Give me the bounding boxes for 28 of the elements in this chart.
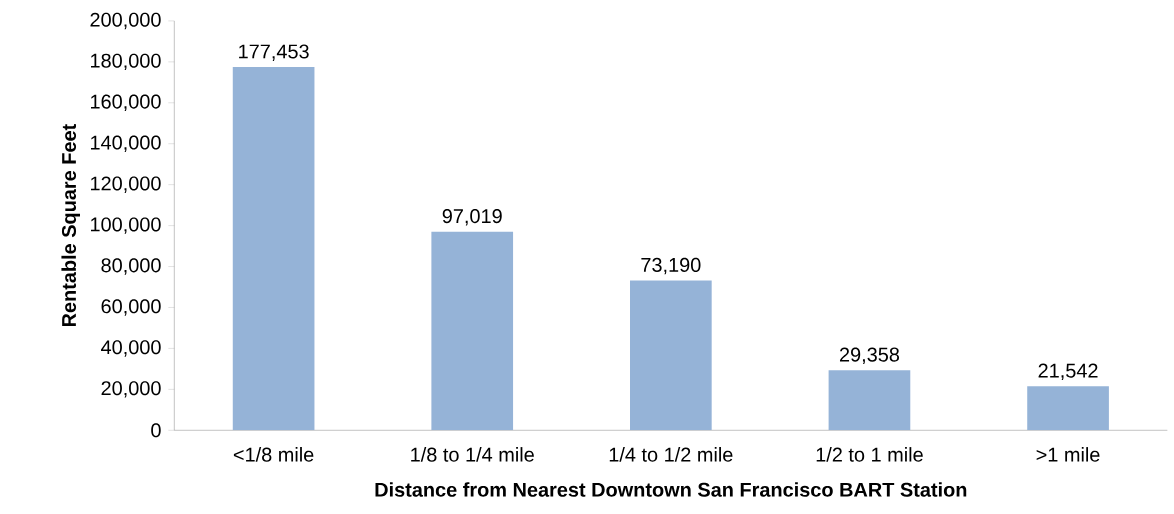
- y-tick-label: 140,000: [91, 135, 161, 152]
- y-tick-label: 20,000: [101, 381, 161, 398]
- bar: [1027, 386, 1109, 431]
- bar: [232, 67, 315, 431]
- y-tick-label: 100,000: [91, 217, 161, 234]
- y-tick-label: 200,000: [90, 12, 161, 30]
- x-axis-title: Distance from Nearest Downtown San Francisco BART Station: [375, 482, 967, 497]
- data-label: 29,358: [839, 347, 900, 365]
- y-tick-label: 120,000: [91, 176, 161, 193]
- y-tick-label: 0: [151, 423, 161, 438]
- x-tick-label: 1/2 to 1 mile: [816, 447, 923, 462]
- x-tick-label: <1/8 mile: [233, 447, 314, 462]
- data-label: 177,453: [239, 44, 309, 61]
- bar: [828, 370, 911, 431]
- y-tick-label: 40,000: [101, 340, 161, 357]
- x-tick-label: 1/8 to 1/4 mile: [411, 447, 534, 462]
- y-tick-label: 160,000: [91, 94, 161, 112]
- data-label: 97,019: [442, 209, 502, 226]
- bar: [431, 231, 514, 431]
- data-label: 21,542: [1038, 363, 1098, 381]
- y-tick-label: 60,000: [101, 299, 161, 316]
- x-tick-label: 1/4 to 1/2 mile: [609, 447, 733, 462]
- bar: [630, 280, 712, 431]
- y-tick-label: 80,000: [101, 258, 161, 275]
- data-label: 73,190: [641, 257, 701, 275]
- x-tick-label: >1 mile: [1036, 447, 1100, 462]
- y-axis-title: Rentable Square Feet: [61, 124, 80, 327]
- y-tick-label: 180,000: [91, 53, 161, 71]
